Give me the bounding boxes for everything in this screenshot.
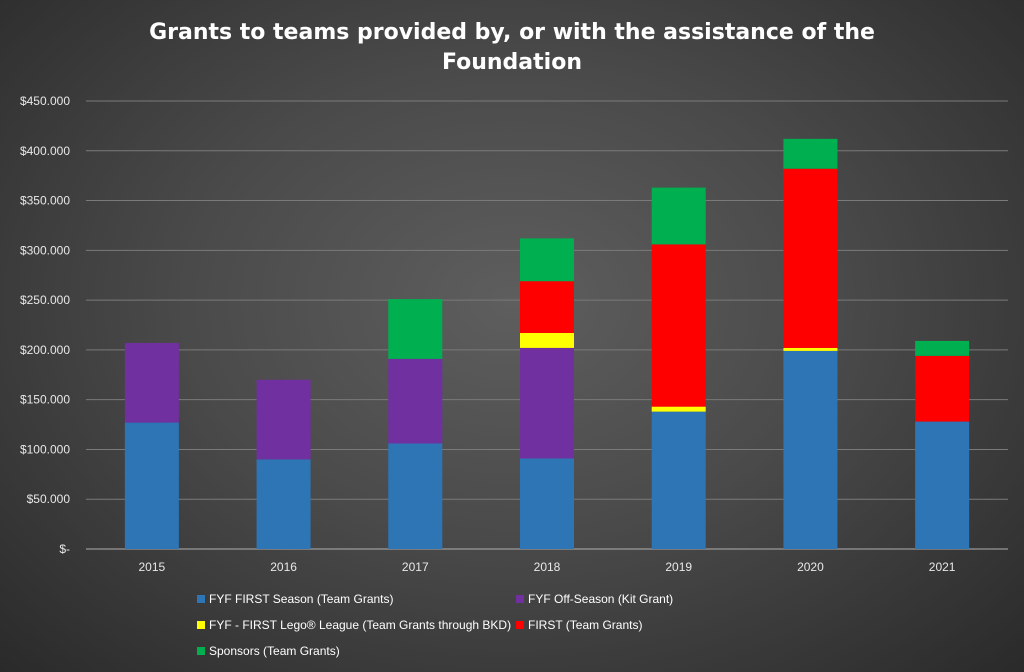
legend-swatch — [197, 647, 205, 655]
y-axis-ticks: $- $50.000 $100.000 $150.000 $200.000 $250.00… — [20, 94, 70, 556]
chart-title-line-1: Grants to teams provided by, or with the… — [149, 20, 875, 45]
bar-segment — [520, 332, 574, 348]
x-tick-label: 2020 — [797, 560, 824, 574]
x-axis-ticks: 2015 2016 2017 2018 2019 2020 2021 — [139, 560, 956, 574]
bar-segment — [651, 187, 706, 245]
legend-item-sponsors: Sponsors (Team Grants) — [197, 644, 340, 658]
bar-segment — [783, 350, 838, 549]
legend-label: FIRST (Team Grants) — [528, 618, 643, 632]
y-tick-label: $300.000 — [20, 243, 70, 257]
bar-segment — [256, 379, 311, 460]
legend-label: FYF Off-Season (Kit Grant) — [528, 592, 674, 606]
bar-segment — [915, 340, 970, 356]
legend-label: Sponsors (Team Grants) — [209, 644, 340, 658]
plot-area: $- $50.000 $100.000 $150.000 $200.000 $250.00… — [20, 94, 1008, 574]
y-tick-label: $400.000 — [20, 144, 70, 158]
y-tick-label: $- — [59, 542, 70, 556]
x-tick-label: 2016 — [270, 560, 297, 574]
bars — [124, 138, 970, 549]
bar-segment — [915, 421, 970, 549]
legend-item-fyf-first-season: FYF FIRST Season (Team Grants) — [197, 592, 394, 606]
bar-segment — [124, 422, 179, 549]
legend-swatch — [197, 621, 205, 629]
x-tick-label: 2017 — [402, 560, 429, 574]
legend-item-fyf-off-season: FYF Off-Season (Kit Grant) — [516, 592, 673, 606]
y-tick-label: $350.000 — [20, 194, 70, 208]
chart-title: Grants to teams provided by, or with the… — [0, 18, 1024, 78]
bar-segment — [651, 406, 706, 412]
y-tick-label: $100.000 — [20, 442, 70, 456]
x-tick-label: 2018 — [534, 560, 561, 574]
legend-label: FYF - FIRST Lego® League (Team Grants th… — [209, 618, 512, 632]
bar-segment — [388, 299, 443, 359]
bar-segment — [256, 459, 311, 549]
bar-segment — [520, 458, 574, 549]
y-tick-label: $50.000 — [27, 492, 71, 506]
x-tick-label: 2021 — [929, 560, 956, 574]
y-tick-label: $200.000 — [20, 343, 70, 357]
bar-segment — [520, 347, 574, 459]
bar-segment — [783, 138, 838, 169]
bar-segment — [651, 411, 706, 549]
y-tick-label: $250.000 — [20, 293, 70, 307]
legend: FYF FIRST Season (Team Grants) FYF Off-S… — [0, 588, 1024, 672]
bar-segment — [520, 238, 574, 282]
bar-segment — [783, 347, 838, 351]
bar-segment — [783, 168, 838, 348]
bar-segment — [915, 355, 970, 422]
legend-label: FYF FIRST Season (Team Grants) — [209, 592, 394, 606]
legend-swatch — [516, 621, 524, 629]
bar-segment — [388, 358, 443, 444]
bar-segment — [388, 443, 443, 549]
bar-segment — [520, 281, 574, 333]
x-tick-label: 2015 — [139, 560, 166, 574]
legend-swatch — [197, 595, 205, 603]
legend-swatch — [516, 595, 524, 603]
y-tick-label: $150.000 — [20, 393, 70, 407]
x-tick-label: 2019 — [665, 560, 692, 574]
bar-segment — [124, 342, 179, 423]
y-tick-label: $450.000 — [20, 94, 70, 108]
chart-title-line-2: Foundation — [441, 50, 582, 75]
legend-item-first-team-grants: FIRST (Team Grants) — [516, 618, 642, 632]
legend-item-fyf-first-lego-league: FYF - FIRST Lego® League (Team Grants th… — [197, 618, 511, 632]
bar-segment — [651, 244, 706, 407]
